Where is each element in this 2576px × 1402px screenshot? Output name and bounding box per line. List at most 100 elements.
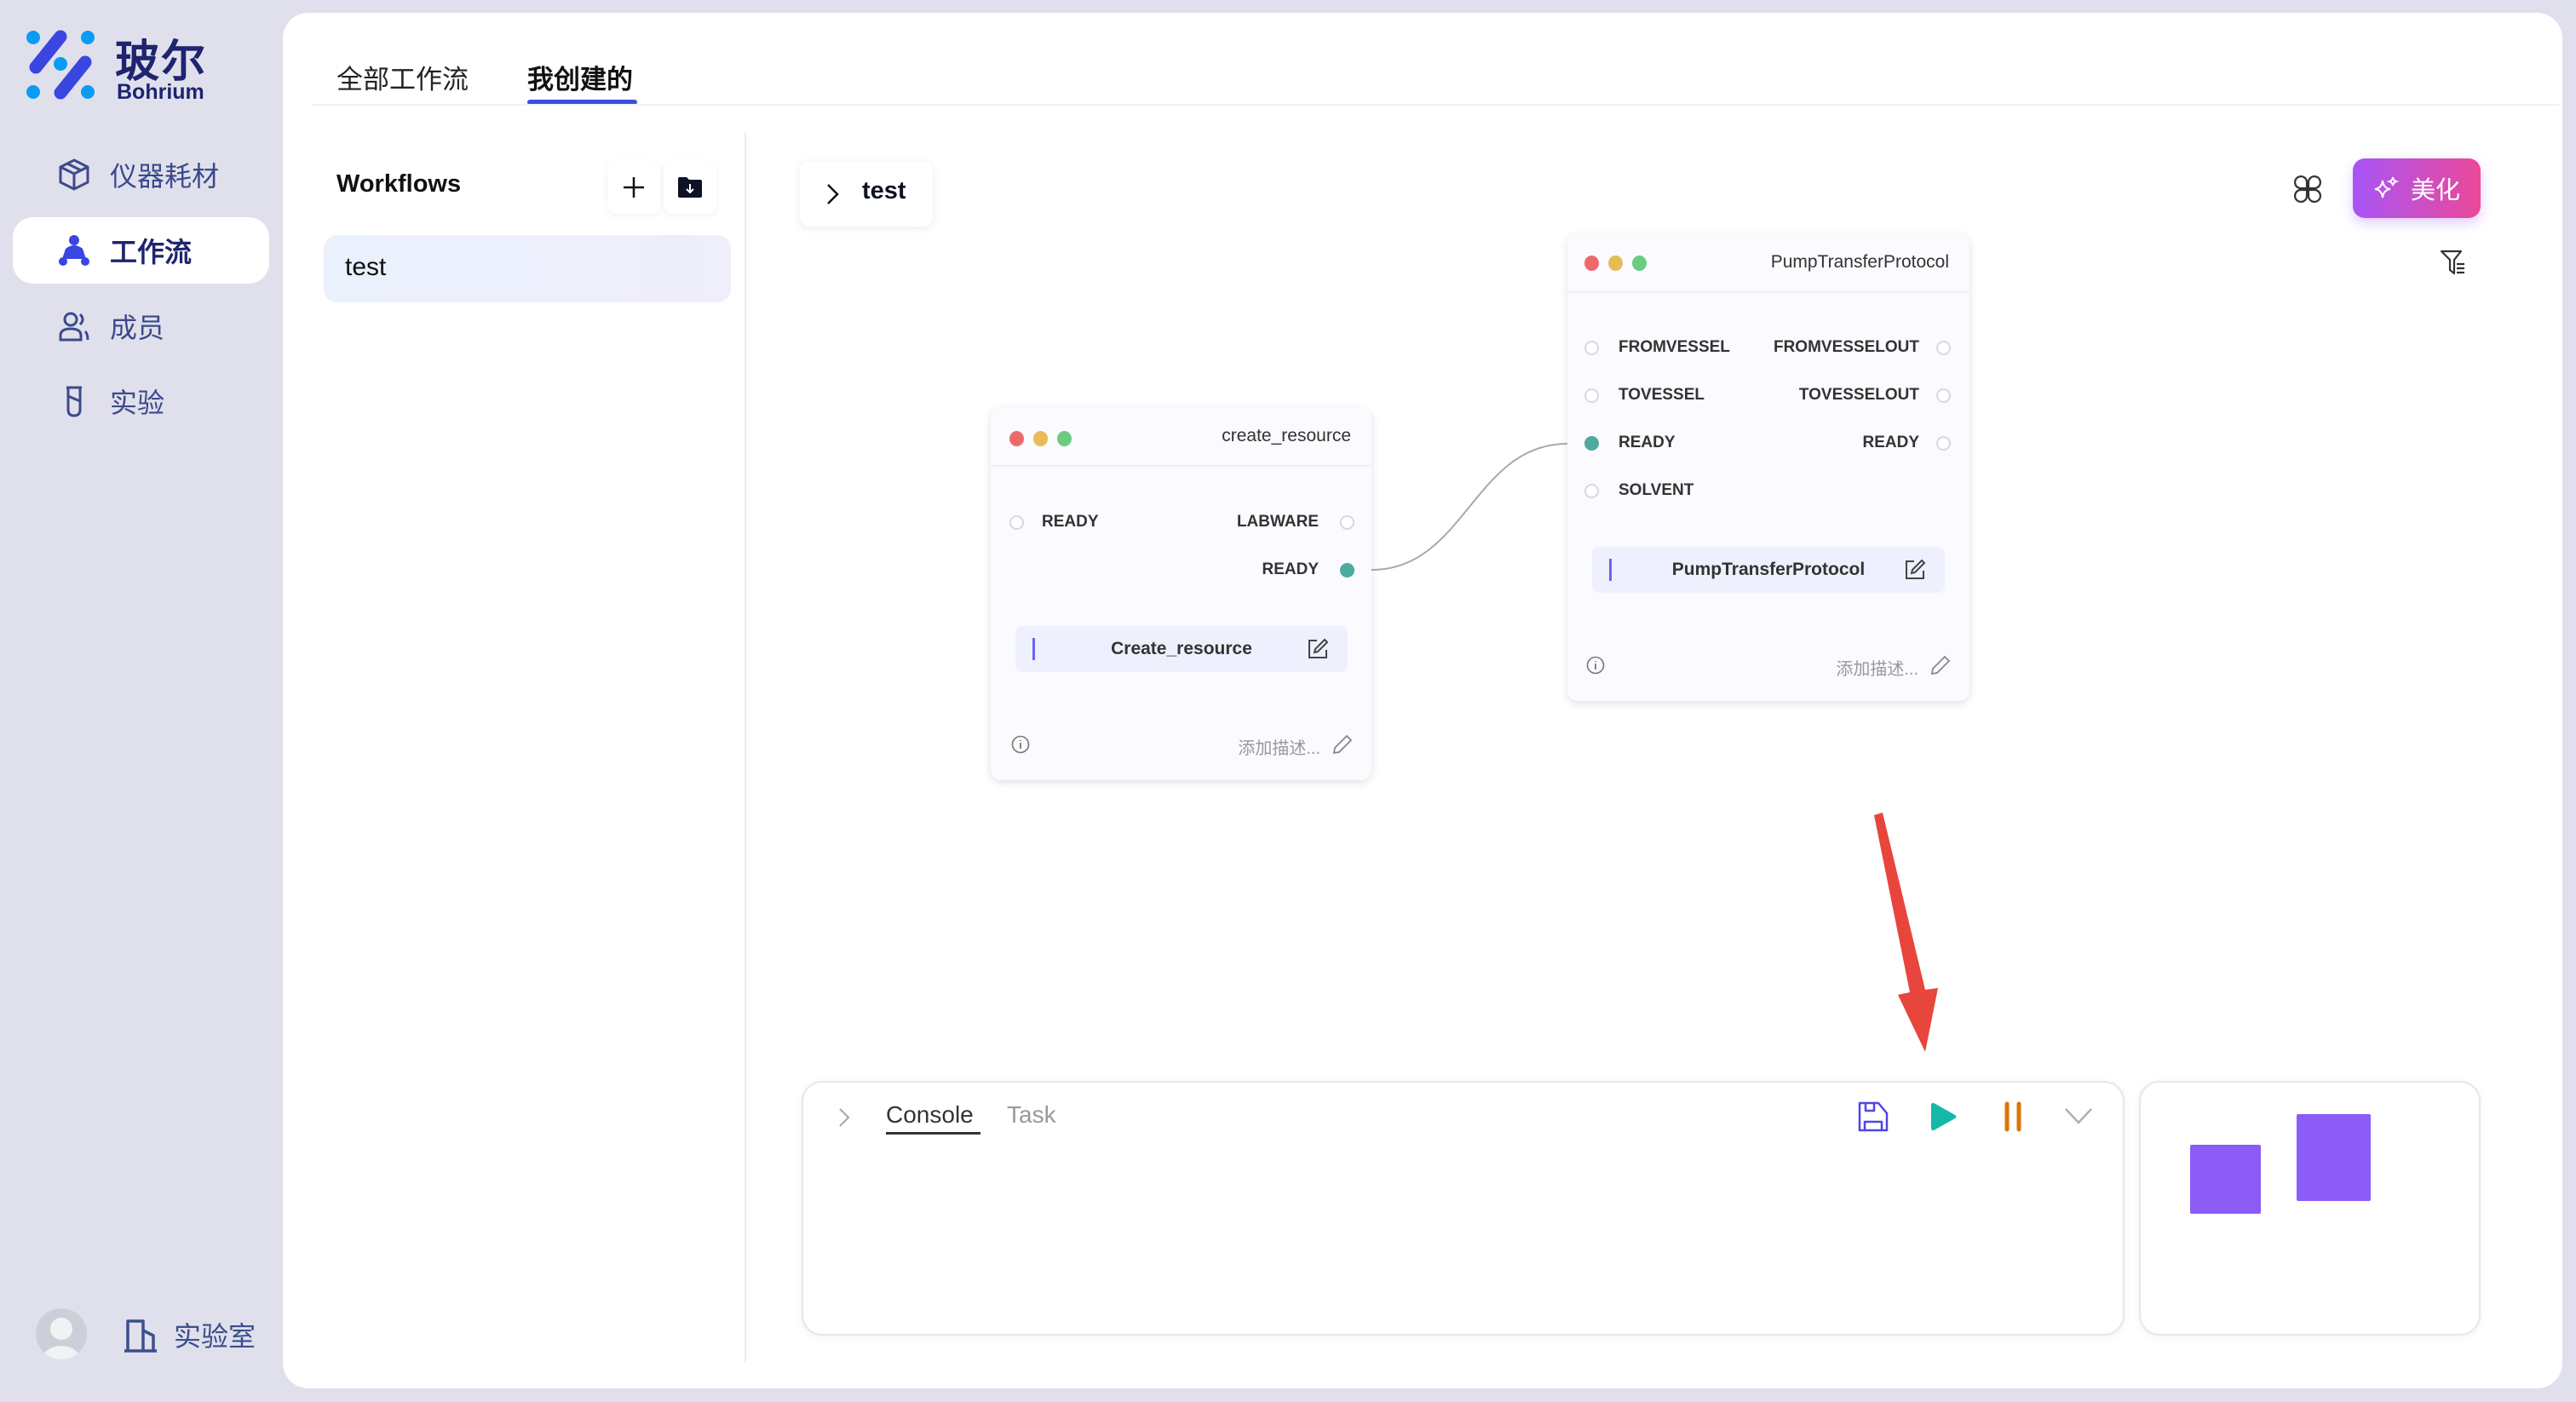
- flask-icon: [66, 386, 82, 417]
- workflows-title: Workflows: [336, 170, 462, 198]
- layout-grid-icon[interactable]: [2293, 175, 2322, 204]
- input-handle-tovessel[interactable]: [1584, 388, 1599, 403]
- info-icon[interactable]: [1011, 735, 1030, 754]
- tab-task[interactable]: Task: [1007, 1101, 1056, 1128]
- close-dot-icon[interactable]: [1009, 431, 1024, 446]
- sidebar-item-label: 工作流: [110, 237, 193, 267]
- tab-all-workflows[interactable]: 全部工作流: [336, 65, 469, 95]
- tab-my-created[interactable]: 我创建的: [527, 65, 633, 95]
- sidebar-item-label: 成员: [110, 313, 165, 343]
- output-handle-fromvesselout[interactable]: [1936, 341, 1951, 355]
- input-handle-ready[interactable]: [1009, 515, 1024, 530]
- node-pump-transfer-protocol[interactable]: PumpTransferProtocol FROMVESSEL TOVESSEL…: [1567, 233, 1969, 701]
- input-handle-solvent[interactable]: [1584, 484, 1599, 498]
- folder-download-icon: [678, 177, 702, 198]
- red-arrow-annotation: [1874, 813, 1938, 1052]
- building-icon: [124, 1319, 157, 1353]
- info-icon[interactable]: [1586, 656, 1605, 675]
- output-label: READY: [1262, 560, 1319, 578]
- console-panel: Console Task: [802, 1081, 2125, 1336]
- cursor-bar: [1032, 638, 1035, 660]
- active-tab-indicator: [527, 100, 637, 105]
- input-label: SOLVENT: [1619, 481, 1694, 499]
- node-name-field[interactable]: Create_resource: [1015, 626, 1348, 672]
- node-name: Create_resource: [1111, 639, 1252, 658]
- chevron-down-icon[interactable]: [2063, 1105, 2094, 1127]
- minimize-dot-icon[interactable]: [1033, 431, 1048, 446]
- node-header[interactable]: create_resource: [991, 407, 1371, 467]
- edit-icon[interactable]: [1307, 638, 1329, 660]
- sidebar-item-instruments[interactable]: 仪器耗材: [13, 141, 269, 208]
- logo-name-cn: 玻尔: [115, 37, 208, 87]
- pencil-icon[interactable]: [1332, 734, 1353, 755]
- maximize-dot-icon[interactable]: [1057, 431, 1072, 446]
- sidebar-item-experiments[interactable]: 实验: [13, 368, 269, 434]
- play-icon[interactable]: [1928, 1101, 1958, 1132]
- node-title: PumpTransferProtocol: [1770, 252, 1949, 272]
- output-handle-ready[interactable]: [1936, 436, 1951, 451]
- input-label: TOVESSEL: [1619, 386, 1705, 404]
- sidebar-item-label: 仪器耗材: [110, 161, 220, 192]
- pause-icon[interactable]: [1998, 1101, 2028, 1132]
- lab-label: 实验室: [174, 1321, 256, 1352]
- add-workflow-button[interactable]: [607, 161, 660, 214]
- sidebar-item-label: 实验: [110, 388, 165, 418]
- sidebar-item-workflow[interactable]: 工作流: [13, 217, 269, 284]
- pencil-icon[interactable]: [1930, 655, 1951, 675]
- chevron-right-icon: [827, 184, 839, 204]
- plus-icon: [624, 177, 644, 198]
- workflow-name: test: [345, 253, 387, 281]
- cube-icon: [59, 158, 89, 191]
- node-create-resource[interactable]: create_resource READY LABWARE READY Crea…: [991, 407, 1371, 780]
- avatar-icon: [41, 1318, 82, 1359]
- filter-list-icon[interactable]: [2440, 249, 2467, 276]
- input-label: READY: [1042, 513, 1099, 531]
- node-name-field[interactable]: PumpTransferProtocol: [1592, 547, 1945, 593]
- tab-console[interactable]: Console: [886, 1101, 974, 1128]
- logo-name-en: Bohrium: [117, 80, 204, 104]
- avatar[interactable]: [36, 1308, 87, 1359]
- input-handle-ready[interactable]: [1584, 436, 1599, 451]
- close-dot-icon[interactable]: [1584, 256, 1599, 271]
- workflow-icon: [59, 235, 89, 266]
- output-label: TOVESSELOUT: [1798, 386, 1919, 404]
- output-label: LABWARE: [1236, 513, 1319, 531]
- output-label: READY: [1862, 434, 1919, 451]
- maximize-dot-icon[interactable]: [1632, 256, 1647, 271]
- logo: [26, 30, 95, 100]
- breadcrumb[interactable]: test: [800, 161, 933, 227]
- minimap-node: [2297, 1114, 2371, 1201]
- sparkles-icon: [2374, 176, 2399, 198]
- beautify-label: 美化: [2410, 177, 2460, 204]
- output-handle-ready[interactable]: [1340, 563, 1354, 577]
- beautify-button[interactable]: 美化: [2353, 158, 2481, 218]
- node-header[interactable]: PumpTransferProtocol: [1567, 233, 1969, 293]
- lab-switcher[interactable]: 实验室: [123, 1315, 256, 1354]
- minimize-dot-icon[interactable]: [1608, 256, 1623, 271]
- input-label: FROMVESSEL: [1619, 338, 1730, 356]
- cursor-bar: [1609, 559, 1612, 581]
- save-icon[interactable]: [1858, 1101, 1889, 1132]
- node-title: create_resource: [1222, 426, 1351, 445]
- output-handle-labware[interactable]: [1340, 515, 1354, 530]
- output-handle-tovesselout[interactable]: [1936, 388, 1951, 403]
- panel-divider: [745, 132, 746, 1363]
- users-icon: [59, 312, 89, 342]
- description-placeholder[interactable]: 添加描述...: [1836, 660, 1918, 679]
- console-tab-underline: [886, 1132, 980, 1135]
- node-name: PumpTransferProtocol: [1671, 560, 1866, 579]
- edit-icon[interactable]: [1904, 559, 1926, 581]
- chevron-right-icon[interactable]: [836, 1106, 853, 1129]
- workflow-list-item[interactable]: test: [324, 235, 731, 302]
- input-handle-fromvessel[interactable]: [1584, 341, 1599, 355]
- breadcrumb-title: test: [862, 177, 906, 204]
- tabs-divider: [311, 104, 2560, 106]
- logo-icon: [26, 30, 95, 100]
- minimap[interactable]: [2139, 1081, 2481, 1336]
- output-label: FROMVESSELOUT: [1773, 338, 1919, 356]
- sidebar-item-members[interactable]: 成员: [13, 293, 269, 359]
- minimap-node: [2190, 1145, 2261, 1214]
- description-placeholder[interactable]: 添加描述...: [1238, 739, 1320, 758]
- import-workflow-button[interactable]: [664, 161, 716, 214]
- input-label: READY: [1619, 434, 1676, 451]
